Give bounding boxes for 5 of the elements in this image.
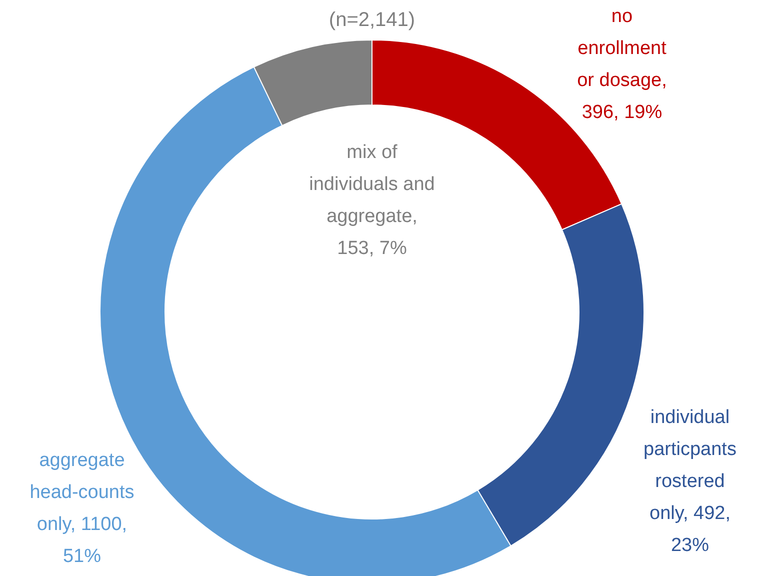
slice-label: no enrollment or dosage, 396, 19% xyxy=(577,6,668,123)
chart-title: (n=2,141) xyxy=(328,9,416,31)
slice-label: mix of individuals and aggregate, 153, 7% xyxy=(309,142,435,259)
slice-label: aggregate head-counts only, 1100, 51% xyxy=(30,450,134,567)
slice-label: individual particpants rostered only, 492, 23% xyxy=(644,407,736,556)
